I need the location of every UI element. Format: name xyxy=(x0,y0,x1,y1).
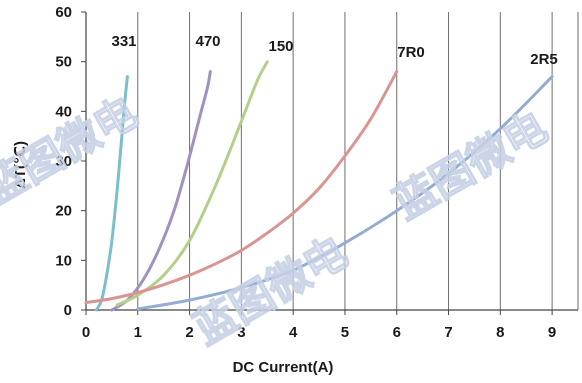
series-labels: 331 470 150 7R0 2R5 xyxy=(111,33,557,68)
y-tick-label-60: 60 xyxy=(55,4,72,21)
x-tick-label-0: 0 xyxy=(82,324,90,341)
series-label-7R0: 7R0 xyxy=(397,44,425,61)
x-tick-label-1: 1 xyxy=(134,324,142,341)
watermark-text: 蓝图微电 xyxy=(186,228,355,353)
series-label-2R5: 2R5 xyxy=(530,51,558,68)
watermark: 蓝图微电 蓝图微电 蓝图微电 xyxy=(0,87,556,353)
series-line-2R5 xyxy=(136,75,554,311)
axes xyxy=(81,11,578,315)
series-label-331: 331 xyxy=(111,33,136,50)
x-tick-label-8: 8 xyxy=(496,324,504,341)
x-tick-label-7: 7 xyxy=(444,324,452,341)
y-tick-label-40: 40 xyxy=(55,103,72,120)
x-tick-label-5: 5 xyxy=(341,324,349,341)
y-tick-label-20: 20 xyxy=(55,203,72,220)
grid xyxy=(137,12,579,310)
y-tick-label-30: 30 xyxy=(55,153,72,170)
x-tick-label-4: 4 xyxy=(289,324,298,341)
tick-labels: 0 10 20 30 40 50 60 0 1 2 3 4 5 6 7 8 9 xyxy=(55,4,556,341)
y-tick-label-50: 50 xyxy=(55,54,72,71)
series-line-150 xyxy=(115,60,269,307)
x-tick-label-3: 3 xyxy=(237,324,245,341)
y-tick-label-0: 0 xyxy=(64,302,72,319)
series-line-7R0 xyxy=(84,70,399,305)
series-line-470 xyxy=(110,70,212,312)
x-tick-label-2: 2 xyxy=(185,324,193,341)
x-tick-label-6: 6 xyxy=(393,324,401,341)
x-tick-label-9: 9 xyxy=(548,324,556,341)
y-tick-label-10: 10 xyxy=(55,252,72,269)
watermark-text: 蓝图微电 xyxy=(0,88,145,213)
x-axis-title: DC Current(A) xyxy=(233,359,334,376)
y-axis-title: ΔT(℃) xyxy=(12,141,29,189)
series-lines xyxy=(84,60,554,312)
series-line-331 xyxy=(94,75,129,312)
series-label-470: 470 xyxy=(195,33,220,50)
series-label-150: 150 xyxy=(268,38,293,55)
watermark-text: 蓝图微电 xyxy=(386,103,555,228)
